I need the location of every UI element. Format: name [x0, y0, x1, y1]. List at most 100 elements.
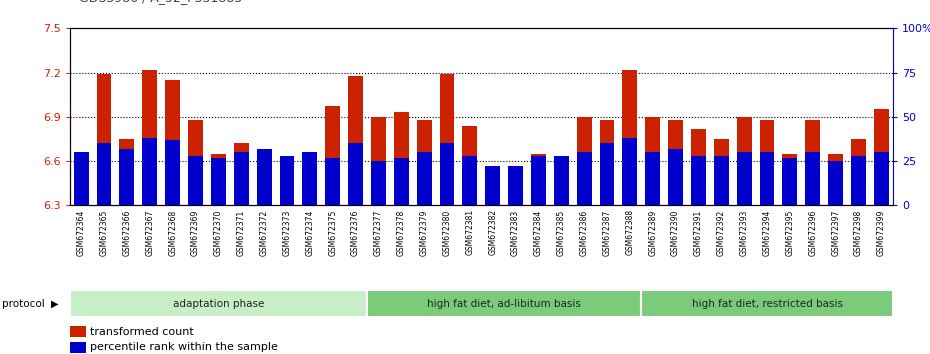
Bar — [97, 143, 112, 205]
Bar — [393, 112, 408, 205]
Text: GSM672396: GSM672396 — [808, 209, 817, 256]
Text: GSM672386: GSM672386 — [579, 209, 589, 256]
Text: GSM672395: GSM672395 — [786, 209, 794, 256]
Bar — [393, 158, 408, 205]
Bar — [348, 75, 363, 205]
Text: percentile rank within the sample: percentile rank within the sample — [90, 342, 278, 352]
Text: GSM672373: GSM672373 — [283, 209, 291, 256]
Bar — [257, 154, 272, 205]
Text: GSM672399: GSM672399 — [877, 209, 886, 256]
Text: GSM672389: GSM672389 — [648, 209, 658, 256]
Text: high fat diet, restricted basis: high fat diet, restricted basis — [692, 298, 843, 309]
Bar — [485, 167, 500, 205]
Text: GSM672364: GSM672364 — [76, 209, 86, 256]
Bar — [691, 156, 706, 205]
Bar — [760, 152, 775, 205]
Text: GSM672376: GSM672376 — [351, 209, 360, 256]
Bar — [233, 152, 248, 205]
Bar — [691, 129, 706, 205]
Bar — [211, 158, 226, 205]
Bar — [851, 156, 866, 205]
Text: GSM672369: GSM672369 — [191, 209, 200, 256]
Bar — [554, 156, 569, 205]
Bar — [760, 120, 775, 205]
Bar — [440, 143, 455, 205]
Bar — [211, 154, 226, 205]
Bar — [554, 156, 569, 205]
Bar — [642, 290, 893, 317]
Bar — [367, 290, 642, 317]
Text: GSM672384: GSM672384 — [534, 209, 543, 256]
Text: GSM672392: GSM672392 — [717, 209, 725, 256]
Bar — [668, 120, 683, 205]
Text: GSM672366: GSM672366 — [123, 209, 131, 256]
Bar — [508, 167, 523, 205]
Text: GSM672367: GSM672367 — [145, 209, 154, 256]
Bar — [600, 120, 615, 205]
Bar — [97, 74, 112, 205]
Bar — [166, 80, 180, 205]
Bar — [417, 120, 432, 205]
Text: GSM672390: GSM672390 — [671, 209, 680, 256]
Bar — [462, 126, 477, 205]
Text: GSM672387: GSM672387 — [603, 209, 612, 256]
Bar — [233, 143, 248, 205]
Text: high fat diet, ad-libitum basis: high fat diet, ad-libitum basis — [427, 298, 581, 309]
Text: GSM672394: GSM672394 — [763, 209, 772, 256]
Bar — [326, 107, 340, 205]
Bar — [119, 139, 134, 205]
Bar — [142, 70, 157, 205]
Text: GSM672371: GSM672371 — [237, 209, 246, 256]
Bar — [302, 152, 317, 205]
Bar — [622, 70, 637, 205]
Text: GSM672379: GSM672379 — [419, 209, 429, 256]
Bar — [874, 152, 889, 205]
Text: GSM672380: GSM672380 — [443, 209, 451, 256]
Text: GSM672374: GSM672374 — [305, 209, 314, 256]
Bar — [417, 152, 432, 205]
Bar — [737, 152, 751, 205]
Bar — [874, 109, 889, 205]
Text: protocol: protocol — [2, 298, 45, 309]
Text: GSM672365: GSM672365 — [100, 209, 109, 256]
Bar — [531, 154, 546, 205]
Bar — [257, 149, 272, 205]
Bar — [829, 154, 844, 205]
Bar — [851, 139, 866, 205]
Text: GSM672383: GSM672383 — [512, 209, 520, 256]
Bar — [73, 152, 88, 205]
Bar — [142, 138, 157, 205]
Bar — [531, 156, 546, 205]
Text: transformed count: transformed count — [90, 327, 194, 337]
Bar — [280, 156, 295, 205]
Text: GSM672391: GSM672391 — [694, 209, 703, 256]
Bar — [622, 138, 637, 205]
Text: GSM672381: GSM672381 — [465, 209, 474, 256]
Bar — [73, 164, 88, 205]
Bar — [668, 149, 683, 205]
Bar — [600, 143, 615, 205]
Bar — [188, 120, 203, 205]
Text: GSM672382: GSM672382 — [488, 209, 498, 256]
Bar — [645, 152, 660, 205]
Bar — [440, 74, 455, 205]
Bar — [782, 158, 797, 205]
Bar — [280, 156, 295, 205]
Text: GDS3986 / A_52_P331883: GDS3986 / A_52_P331883 — [79, 0, 242, 4]
Text: GSM672388: GSM672388 — [625, 209, 634, 256]
Text: GSM672378: GSM672378 — [397, 209, 405, 256]
Bar — [508, 166, 523, 205]
Bar — [70, 290, 367, 317]
Text: GSM672375: GSM672375 — [328, 209, 338, 256]
Bar — [737, 117, 751, 205]
Bar — [462, 156, 477, 205]
Bar — [166, 140, 180, 205]
Text: GSM672397: GSM672397 — [831, 209, 840, 256]
Bar — [645, 117, 660, 205]
Text: GSM672385: GSM672385 — [557, 209, 565, 256]
Bar — [829, 161, 844, 205]
Bar — [348, 143, 363, 205]
Text: GSM672370: GSM672370 — [214, 209, 223, 256]
Text: adaptation phase: adaptation phase — [173, 298, 264, 309]
Bar — [302, 154, 317, 205]
